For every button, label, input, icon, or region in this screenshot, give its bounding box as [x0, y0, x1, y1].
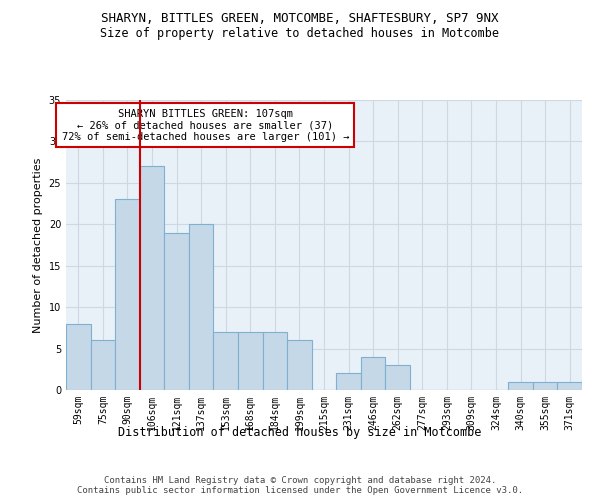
Bar [361, 357, 385, 390]
Bar [115, 200, 140, 390]
Bar [287, 340, 312, 390]
Y-axis label: Number of detached properties: Number of detached properties [33, 158, 43, 332]
Bar [189, 224, 214, 390]
Bar [238, 332, 263, 390]
Text: SHARYN, BITTLES GREEN, MOTCOMBE, SHAFTESBURY, SP7 9NX: SHARYN, BITTLES GREEN, MOTCOMBE, SHAFTES… [101, 12, 499, 26]
Bar [533, 382, 557, 390]
Bar [164, 232, 189, 390]
Bar [557, 382, 582, 390]
Bar [385, 365, 410, 390]
Text: SHARYN BITTLES GREEN: 107sqm
← 26% of detached houses are smaller (37)
72% of se: SHARYN BITTLES GREEN: 107sqm ← 26% of de… [62, 108, 349, 142]
Bar [91, 340, 115, 390]
Text: Size of property relative to detached houses in Motcombe: Size of property relative to detached ho… [101, 28, 499, 40]
Bar [66, 324, 91, 390]
Bar [140, 166, 164, 390]
Text: Distribution of detached houses by size in Motcombe: Distribution of detached houses by size … [118, 426, 482, 439]
Bar [508, 382, 533, 390]
Bar [214, 332, 238, 390]
Bar [336, 374, 361, 390]
Bar [263, 332, 287, 390]
Text: Contains HM Land Registry data © Crown copyright and database right 2024.
Contai: Contains HM Land Registry data © Crown c… [77, 476, 523, 495]
